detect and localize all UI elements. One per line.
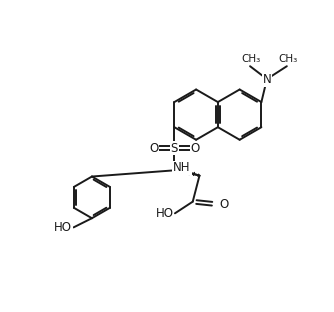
Text: NH: NH [173, 161, 191, 174]
Text: O: O [219, 197, 229, 211]
Text: O: O [191, 142, 200, 154]
Text: O: O [149, 142, 158, 154]
Text: HO: HO [54, 221, 72, 234]
Text: CH₃: CH₃ [241, 54, 261, 64]
Text: N: N [263, 73, 271, 85]
Text: CH₃: CH₃ [278, 54, 297, 64]
Text: HO: HO [155, 207, 173, 220]
Text: S: S [171, 142, 178, 154]
